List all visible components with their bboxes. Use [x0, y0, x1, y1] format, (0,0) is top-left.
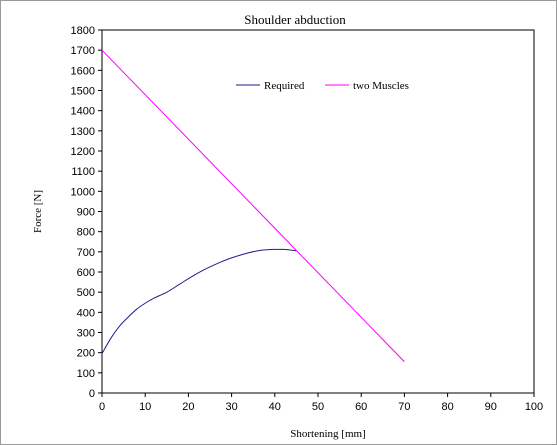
- y-tick-label: 400: [77, 307, 95, 319]
- plot-area: [101, 29, 535, 394]
- x-tick-label: 50: [312, 401, 324, 413]
- x-tick-label: 90: [485, 401, 497, 413]
- y-tick-label: 1500: [71, 86, 95, 98]
- y-tick-label: 900: [77, 207, 95, 219]
- y-tick-label: 1200: [71, 146, 95, 158]
- x-tick-label: 10: [139, 401, 151, 413]
- y-tick-label: 200: [77, 348, 95, 360]
- y-tick-label: 100: [77, 368, 95, 380]
- x-tick-label: 100: [525, 401, 543, 413]
- series-line-required: [101, 248, 297, 354]
- x-tick-label: 30: [225, 401, 237, 413]
- y-tick-label: 300: [77, 328, 95, 340]
- x-tick-label: 80: [441, 401, 453, 413]
- y-tick-label: 1700: [71, 45, 95, 57]
- x-tick-label: 70: [398, 401, 410, 413]
- y-tick-label: 0: [89, 388, 95, 400]
- y-tick-label: 500: [77, 287, 95, 299]
- x-tick-label: 0: [99, 401, 105, 413]
- x-axis-label: Shortening [mm]: [290, 428, 365, 440]
- y-tick-label: 1600: [71, 65, 95, 77]
- legend: Required two Muscles: [236, 80, 409, 92]
- y-tick-label: 600: [77, 267, 95, 279]
- series-layer: [101, 49, 405, 363]
- legend-label: two Muscles: [353, 80, 409, 92]
- y-tick-label: 1400: [71, 106, 95, 118]
- legend-label: Required: [264, 80, 305, 92]
- y-tick-label: 1100: [71, 166, 95, 178]
- x-tick-label: 60: [355, 401, 367, 413]
- x-axis: 0 10 20 30 40 50 60 70 80 90 100: [99, 393, 543, 413]
- series-line-two-muscles: [101, 49, 405, 363]
- y-axis: 0 100 200 300 400 500 600 700 800 900 1000 1100 1200…: [71, 25, 102, 400]
- y-tick-label: 1800: [71, 25, 95, 37]
- y-axis-label: Force [N]: [32, 190, 44, 233]
- x-tick-label: 20: [182, 401, 194, 413]
- y-tick-label: 1000: [71, 186, 95, 198]
- x-tick-label: 40: [269, 401, 281, 413]
- y-tick-label: 800: [77, 227, 95, 239]
- chart-title: Shoulder abduction: [244, 12, 346, 27]
- y-tick-label: 1300: [71, 126, 95, 138]
- y-tick-label: 700: [77, 247, 95, 259]
